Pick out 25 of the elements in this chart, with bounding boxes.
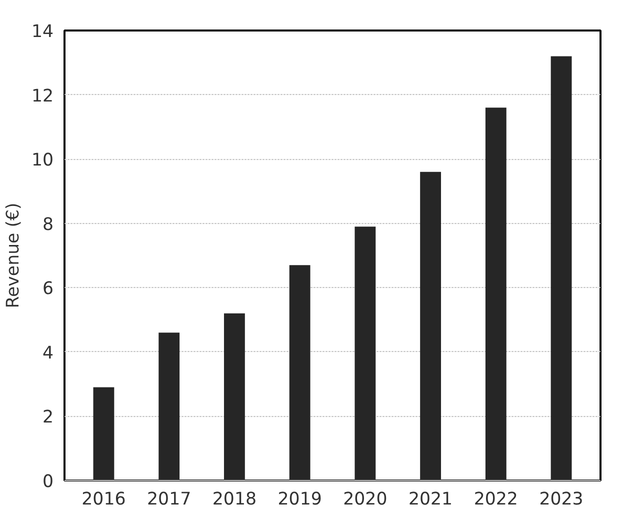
x-tick-label: 2020	[343, 490, 388, 509]
y-tick-label: 10	[31, 150, 54, 171]
y-axis-title: Revenue (€)	[3, 202, 24, 308]
bar	[485, 108, 506, 480]
bar	[224, 313, 245, 480]
bar	[354, 226, 376, 480]
y-tick-label: 14	[31, 22, 54, 42]
x-tick-label: 2023	[539, 490, 584, 509]
y-tick-label: 12	[31, 86, 54, 106]
bar	[289, 265, 310, 480]
y-tick-label: 2	[42, 408, 54, 428]
x-tick-label: 2018	[212, 490, 257, 509]
x-tick-label: 2022	[474, 490, 518, 509]
bar	[158, 332, 180, 480]
y-tick-label: 0	[42, 472, 54, 492]
bar	[550, 56, 572, 480]
x-tick-label: 2017	[147, 490, 192, 509]
x-tick-label: 2019	[278, 490, 322, 509]
y-tick-label: 8	[42, 214, 54, 235]
y-tick-label: 4	[42, 343, 54, 364]
bar	[420, 172, 442, 480]
bar	[93, 387, 114, 480]
y-tick-label: 6	[42, 279, 54, 300]
x-tick-label: 2021	[408, 490, 453, 509]
x-tick-label: 2016	[82, 490, 126, 509]
